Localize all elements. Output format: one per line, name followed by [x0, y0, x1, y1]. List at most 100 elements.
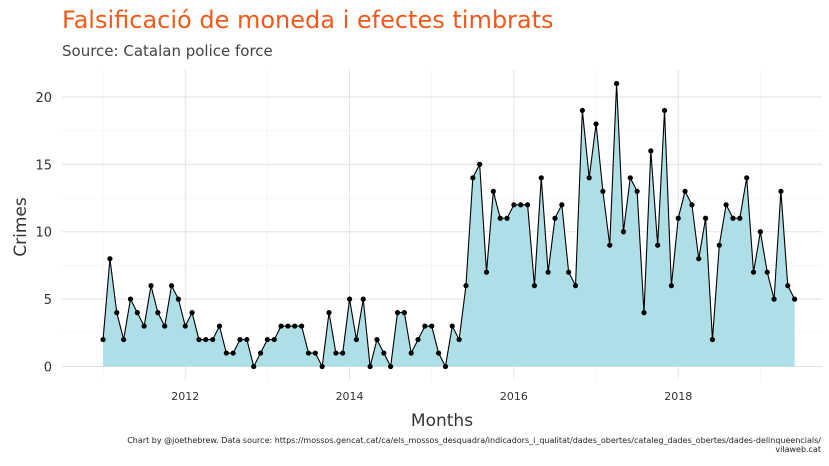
- tick-layer: 0 5 10 15 20 2012 2014 2016 2018: [35, 91, 692, 403]
- chart-subtitle: Source: Catalan police force: [62, 42, 273, 60]
- y-tick-label: 5: [44, 293, 52, 308]
- caption-site: vilaweb.cat: [775, 445, 821, 454]
- caption-source: Chart by @joethebrew. Data source: https…: [127, 436, 821, 445]
- data-point: [470, 175, 476, 181]
- data-point: [648, 148, 654, 154]
- data-point: [730, 215, 736, 221]
- data-point: [572, 283, 579, 289]
- y-tick-label: 0: [44, 361, 52, 376]
- x-tick-label: 2012: [171, 390, 199, 403]
- data-point: [319, 363, 325, 370]
- data-point: [100, 336, 106, 343]
- data-point: [764, 269, 770, 275]
- data-point: [655, 242, 661, 248]
- data-point: [367, 363, 373, 370]
- y-tick-label: 15: [35, 158, 52, 173]
- data-point: [504, 215, 510, 221]
- data-point: [552, 215, 558, 221]
- data-point: [600, 188, 606, 194]
- data-point: [257, 350, 264, 356]
- y-tick-label: 10: [35, 226, 52, 241]
- data-point: [483, 269, 490, 275]
- series-area: [103, 83, 795, 367]
- data-point: [785, 283, 791, 289]
- area-layer: [103, 83, 795, 367]
- data-point: [134, 310, 140, 316]
- data-point: [340, 350, 346, 356]
- data-point: [566, 269, 572, 275]
- data-point: [696, 256, 702, 262]
- data-point: [422, 323, 428, 329]
- data-point: [271, 336, 277, 343]
- data-point: [497, 215, 503, 221]
- data-point: [737, 215, 743, 221]
- data-point: [182, 323, 188, 329]
- chart-caption: Chart by @joethebrew. Data source: https…: [61, 436, 821, 454]
- data-point: [668, 283, 674, 289]
- data-point: [148, 283, 154, 289]
- data-point: [114, 310, 120, 316]
- data-point: [333, 350, 339, 356]
- data-point: [162, 323, 168, 329]
- data-point: [757, 229, 763, 235]
- data-point: [456, 336, 462, 343]
- y-axis-label: Crimes: [11, 197, 31, 257]
- data-point: [538, 175, 544, 181]
- data-point: [312, 350, 318, 356]
- y-tick-label: 20: [35, 91, 52, 106]
- data-point: [360, 296, 366, 302]
- data-point: [744, 175, 750, 181]
- data-point: [477, 161, 483, 167]
- data-point: [127, 296, 134, 302]
- data-point: [415, 336, 421, 343]
- data-point: [586, 175, 592, 181]
- data-point: [613, 80, 620, 87]
- data-point: [449, 323, 455, 329]
- data-point: [196, 336, 202, 343]
- data-point: [210, 336, 216, 343]
- data-point: [223, 350, 229, 356]
- x-tick-label: 2016: [500, 390, 528, 403]
- data-point: [141, 323, 147, 329]
- data-point: [675, 215, 681, 221]
- data-point: [264, 336, 271, 343]
- data-point: [579, 107, 585, 114]
- data-point: [620, 229, 627, 235]
- data-point: [593, 121, 599, 127]
- data-point: [511, 202, 517, 208]
- data-point: [723, 202, 729, 208]
- data-point: [634, 188, 640, 194]
- data-point: [237, 336, 243, 343]
- data-point: [661, 107, 668, 114]
- data-point: [326, 310, 332, 316]
- data-point: [244, 336, 250, 343]
- data-point: [607, 242, 613, 248]
- data-point: [121, 336, 127, 343]
- data-point: [203, 336, 209, 343]
- data-point: [353, 336, 360, 343]
- data-point: [388, 363, 394, 370]
- data-point: [278, 323, 284, 329]
- data-point: [641, 310, 647, 316]
- data-point: [524, 202, 531, 208]
- data-point: [703, 215, 709, 221]
- data-point: [771, 296, 777, 302]
- data-point: [381, 350, 387, 356]
- data-point: [792, 296, 798, 302]
- chart-title: Falsificació de moneda i efectes timbrat…: [62, 6, 554, 34]
- data-point: [716, 242, 722, 248]
- data-point: [429, 323, 435, 329]
- data-point: [442, 363, 449, 370]
- x-tick-label: 2018: [664, 390, 692, 403]
- x-tick-label: 2014: [336, 390, 364, 403]
- data-point: [299, 323, 305, 329]
- data-point: [463, 283, 469, 289]
- data-point: [531, 283, 538, 289]
- data-point: [107, 256, 113, 262]
- data-point: [490, 188, 496, 194]
- data-point: [545, 269, 551, 275]
- data-point: [155, 310, 161, 316]
- data-point: [559, 202, 565, 208]
- data-point: [216, 323, 223, 329]
